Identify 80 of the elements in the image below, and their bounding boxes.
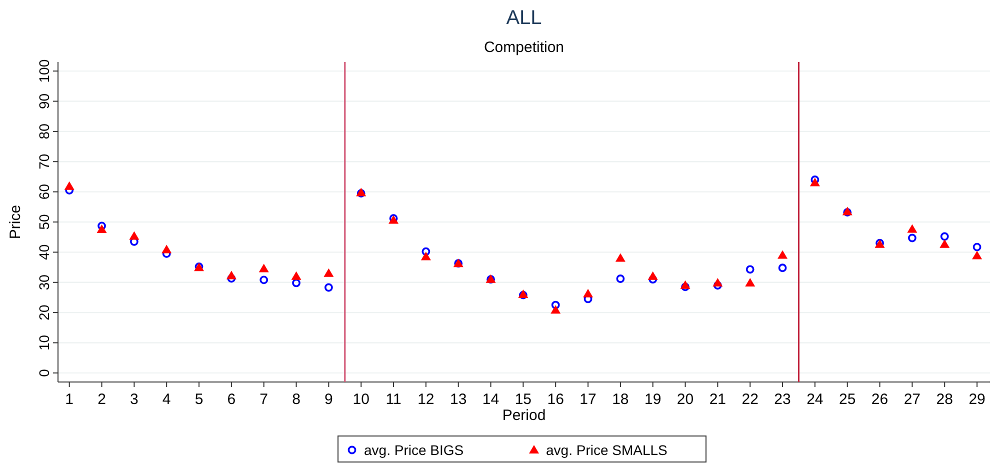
legend-label: avg. Price BIGS (364, 442, 464, 458)
x-tick-label: 14 (482, 391, 500, 408)
x-tick-label: 8 (292, 391, 300, 408)
point (615, 253, 626, 262)
point (422, 247, 430, 256)
point (680, 280, 690, 289)
point (291, 271, 302, 280)
point (972, 242, 982, 252)
x-tick-label: 29 (968, 391, 986, 408)
x-tick-label: 15 (514, 391, 532, 408)
x-tick-label: 23 (774, 391, 791, 408)
point (810, 176, 820, 184)
y-tick-label: 0 (36, 368, 52, 377)
x-tick-label: 11 (386, 391, 402, 408)
x-tick-label: 20 (676, 391, 694, 408)
point (292, 278, 300, 288)
x-tick-label: 24 (806, 391, 824, 408)
y-tick-label: 50 (36, 214, 52, 230)
x-tick-label: 7 (260, 391, 268, 408)
x-tick-label: 1 (65, 391, 74, 408)
chart-title: ALL (506, 7, 542, 29)
point (648, 271, 658, 280)
point (258, 264, 269, 272)
point (940, 232, 949, 241)
x-tick-label: 19 (644, 391, 662, 408)
point (940, 239, 950, 248)
point (162, 244, 172, 254)
point (907, 224, 918, 233)
x-tick-label: 17 (580, 391, 596, 408)
point (810, 178, 820, 186)
x-tick-label: 27 (904, 391, 921, 408)
point (583, 288, 594, 298)
y-tick-label: 80 (36, 123, 52, 140)
x-axis-title: Period (502, 407, 546, 424)
x-tick-label: 9 (324, 391, 333, 408)
point (712, 278, 723, 286)
point (420, 252, 431, 260)
x-tick-label: 18 (612, 391, 629, 408)
point (324, 268, 334, 277)
point (64, 181, 74, 190)
point (96, 224, 107, 234)
y-tick-label: 60 (36, 184, 52, 200)
point (972, 250, 982, 260)
point (616, 274, 625, 283)
x-tick-label: 3 (130, 391, 138, 408)
y-axis-title: Price (7, 204, 24, 240)
x-tick-label: 6 (227, 391, 236, 408)
point (778, 264, 787, 272)
point (908, 234, 916, 242)
point (551, 300, 560, 310)
x-tick-label: 4 (162, 391, 171, 408)
point (260, 276, 268, 284)
point (324, 283, 333, 292)
point (550, 305, 561, 314)
point (681, 282, 690, 292)
x-tick-label: 25 (839, 391, 856, 408)
legend-label: avg. Price SMALLS (546, 442, 668, 458)
x-tick-label: 13 (450, 391, 467, 408)
x-tick-label: 21 (709, 391, 726, 408)
x-tick-label: 2 (98, 391, 106, 408)
x-tick-label: 12 (418, 391, 434, 408)
y-tick-label: 40 (36, 244, 52, 260)
x-tick-label: 22 (742, 391, 758, 408)
x-tick-label: 5 (194, 391, 204, 408)
y-tick-label: 90 (36, 93, 52, 110)
point (746, 265, 754, 274)
point (745, 278, 756, 286)
y-tick-label: 10 (36, 334, 52, 351)
x-tick-label: 10 (352, 391, 370, 408)
x-tick-label: 16 (547, 391, 564, 408)
y-tick-label: 20 (36, 304, 52, 320)
point (778, 250, 788, 259)
x-tick-label: 28 (936, 391, 953, 408)
chart-subtitle: Competition (484, 39, 564, 56)
y-tick-label: 100 (36, 59, 52, 83)
point (129, 231, 140, 240)
y-tick-label: 30 (36, 274, 52, 290)
x-tick-label: 26 (871, 391, 888, 408)
y-tick-label: 70 (36, 154, 52, 170)
point (226, 270, 236, 280)
